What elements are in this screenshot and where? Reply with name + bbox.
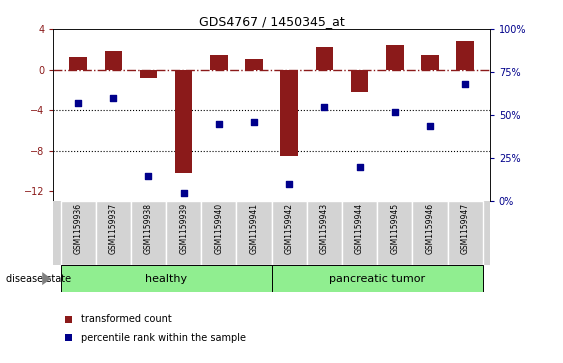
Text: GSM1159943: GSM1159943 — [320, 203, 329, 254]
Point — [109, 95, 118, 101]
Point — [320, 104, 329, 110]
Point — [179, 190, 188, 196]
Bar — [61, 201, 96, 265]
Text: healthy: healthy — [145, 274, 187, 284]
Bar — [316, 47, 333, 70]
Point — [249, 119, 258, 125]
Bar — [210, 56, 227, 70]
Bar — [202, 201, 236, 265]
Bar — [280, 70, 298, 156]
Bar — [61, 265, 272, 292]
Text: percentile rank within the sample: percentile rank within the sample — [81, 333, 245, 343]
Bar — [236, 201, 272, 265]
Text: GSM1159938: GSM1159938 — [144, 203, 153, 254]
Point — [285, 181, 294, 187]
Text: disease state: disease state — [6, 274, 71, 284]
Text: GSM1159936: GSM1159936 — [74, 203, 83, 254]
Point — [215, 121, 224, 127]
Text: GSM1159945: GSM1159945 — [390, 203, 399, 254]
Text: GSM1159941: GSM1159941 — [249, 203, 258, 254]
Point — [390, 109, 399, 115]
Text: transformed count: transformed count — [81, 314, 171, 325]
Bar — [96, 201, 131, 265]
Bar — [175, 70, 193, 173]
Point — [144, 173, 153, 179]
Bar — [307, 201, 342, 265]
Bar — [105, 51, 122, 70]
Point — [74, 100, 83, 106]
Bar — [457, 41, 474, 70]
Text: GSM1159944: GSM1159944 — [355, 203, 364, 254]
Point — [355, 164, 364, 170]
Bar — [272, 265, 483, 292]
Bar — [448, 201, 483, 265]
Point — [426, 123, 435, 129]
Text: GSM1159946: GSM1159946 — [426, 203, 435, 254]
Bar — [69, 57, 87, 70]
Bar — [386, 45, 404, 70]
Bar — [377, 201, 412, 265]
Text: GSM1159947: GSM1159947 — [461, 203, 470, 254]
Bar — [351, 70, 368, 92]
Bar — [342, 201, 377, 265]
Text: GSM1159937: GSM1159937 — [109, 203, 118, 254]
Bar — [412, 201, 448, 265]
Text: pancreatic tumor: pancreatic tumor — [329, 274, 425, 284]
Bar — [140, 70, 157, 78]
Bar — [131, 201, 166, 265]
Bar — [166, 201, 202, 265]
Text: GSM1159940: GSM1159940 — [215, 203, 224, 254]
Title: GDS4767 / 1450345_at: GDS4767 / 1450345_at — [199, 15, 345, 28]
Text: GSM1159939: GSM1159939 — [179, 203, 188, 254]
Bar — [272, 201, 307, 265]
Bar — [421, 56, 439, 70]
Bar — [245, 60, 263, 70]
Text: GSM1159942: GSM1159942 — [285, 203, 294, 254]
Point — [461, 81, 470, 87]
